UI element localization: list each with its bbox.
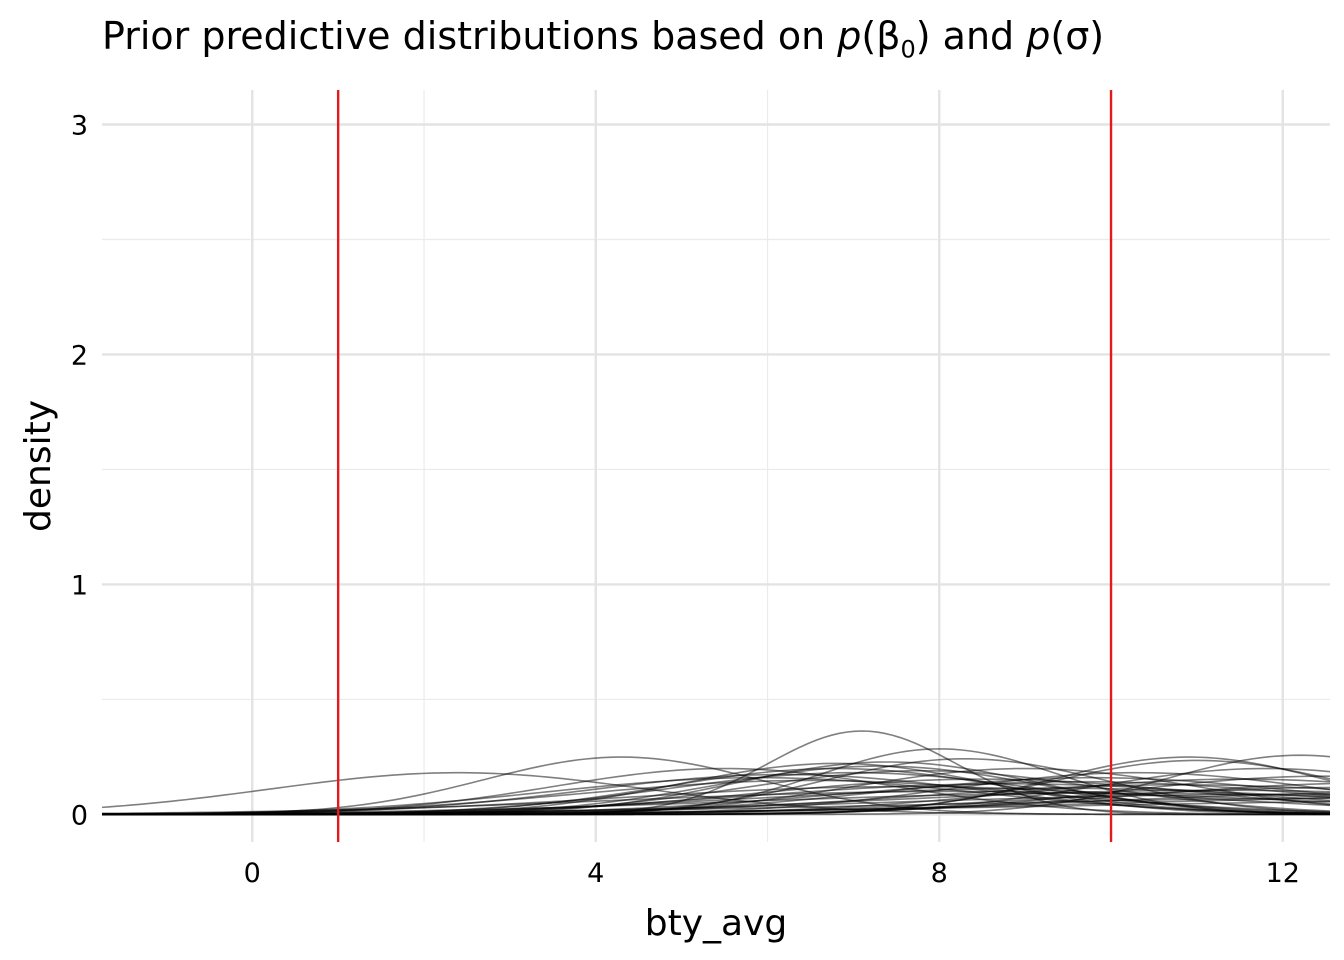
x-tick-label: 8: [931, 858, 948, 889]
density-curves: [101, 730, 1331, 816]
y-tick-label: 2: [71, 340, 88, 371]
x-axis-ticks: 0 4 8 12: [244, 858, 1300, 889]
x-tick-label: 12: [1266, 858, 1300, 889]
density-curve-33: [101, 767, 1331, 816]
title-close: ): [915, 14, 931, 58]
title-p1: p: [837, 14, 862, 58]
y-tick-label: 0: [71, 800, 88, 831]
chart-title: Prior predictive distributions based on …: [102, 14, 1104, 64]
y-tick-label: 3: [71, 110, 88, 141]
x-axis-title: bty_avg: [645, 903, 788, 944]
title-beta: (β: [861, 14, 901, 58]
y-axis-ticks: 0 1 2 3: [71, 110, 88, 831]
x-tick-label: 4: [587, 858, 604, 889]
x-tick-label: 0: [244, 858, 261, 889]
title-and: and: [930, 14, 1027, 58]
title-p2: p: [1026, 14, 1051, 58]
reference-lines: [336, 90, 1113, 842]
density-curve-40: [101, 797, 1331, 815]
grid-major: [102, 90, 1330, 842]
title-sigma: (σ): [1050, 14, 1105, 58]
grid-minor: [102, 90, 1330, 842]
y-tick-label: 1: [71, 570, 88, 601]
title-beta-sub: 0: [900, 35, 916, 64]
title-prefix: Prior predictive distributions based on: [102, 14, 838, 58]
y-axis-title: density: [18, 400, 59, 532]
